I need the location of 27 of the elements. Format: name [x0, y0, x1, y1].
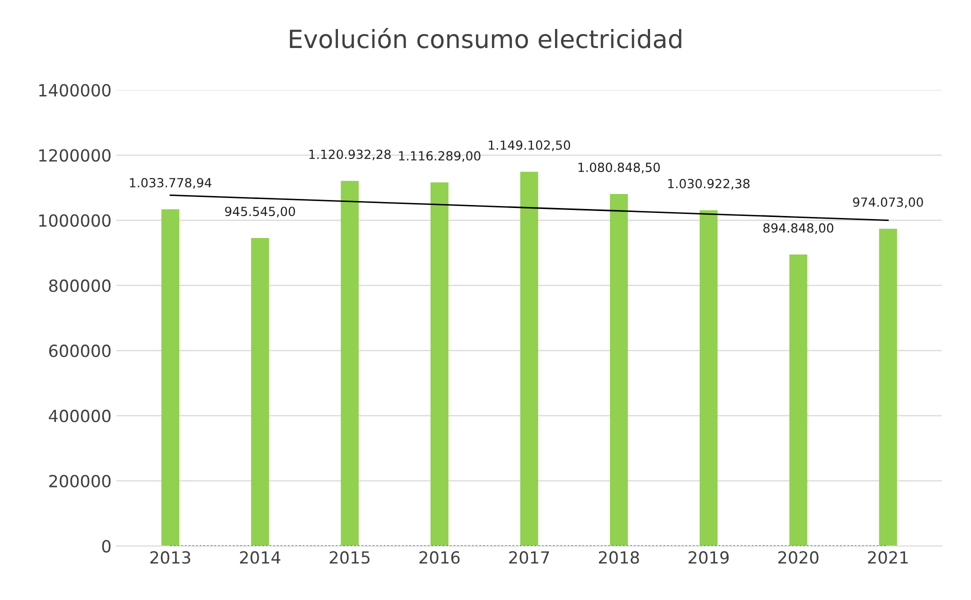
y-tick-label: 200000: [49, 474, 111, 488]
x-tick-label: 2018: [598, 551, 639, 564]
y-tick-label: 400000: [48, 410, 111, 422]
data-label: 894.848,00: [763, 223, 834, 234]
y-tick-label: 800000: [49, 279, 111, 292]
data-label: 1.030.922,38: [668, 178, 750, 190]
y-tick-label: 1200000: [39, 149, 111, 162]
data-label: 1.120.932,28: [309, 150, 391, 160]
x-tick-label: 2017: [509, 551, 549, 564]
x-tick-label: 2020: [778, 551, 818, 564]
data-label: 1.080.848,50: [578, 162, 660, 174]
data-label: 945.545,00: [225, 206, 296, 218]
chart-title: Evolución consumo electricidad: [290, 28, 682, 48]
x-tick-label: 2019: [688, 551, 729, 564]
data-label: 1.116.289,00: [399, 151, 480, 162]
y-tick-label: 1400000: [39, 84, 111, 97]
x-tick-label: 2014: [240, 551, 280, 564]
x-tick-label: 2021: [868, 551, 908, 564]
y-tick-label: 600000: [49, 344, 111, 358]
data-label: 1.033.778,94: [130, 178, 212, 189]
data-label: 1.149.102,50: [488, 140, 570, 152]
data-label: 974.073,00: [853, 197, 923, 208]
x-tick-label: 2016: [419, 551, 460, 564]
x-tick-label: 2013: [150, 551, 190, 564]
x-tick-label: 2015: [330, 551, 370, 564]
y-tick-label: 0: [102, 540, 111, 553]
y-tick-label: 1000000: [39, 214, 111, 227]
